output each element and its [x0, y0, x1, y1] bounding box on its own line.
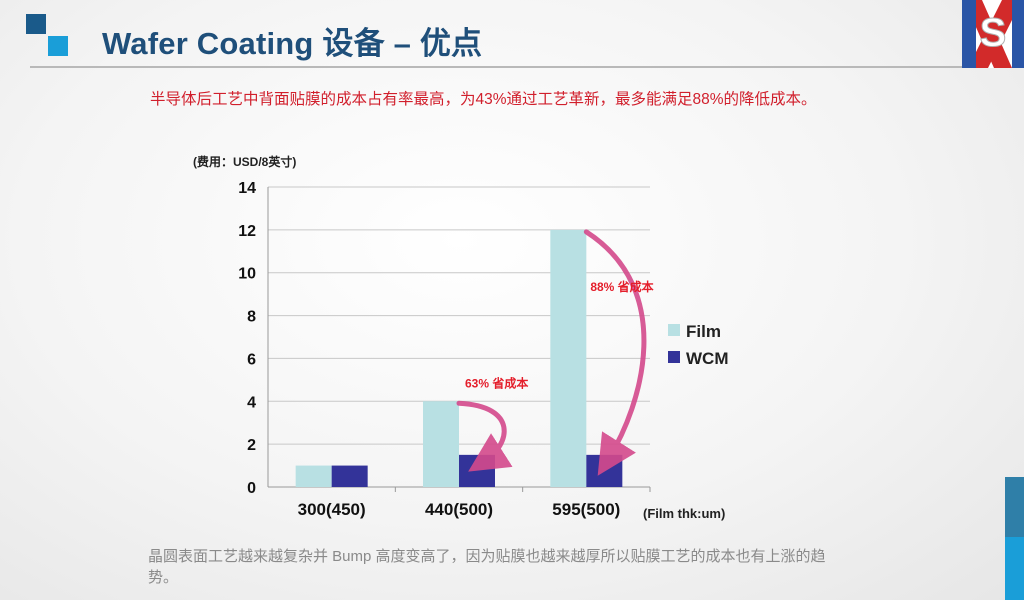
logo-square-light [48, 36, 68, 56]
savings-annotation-2: 88% 省成本 [590, 279, 653, 294]
svg-text:S: S [980, 11, 1007, 55]
y-tick-label: 0 [247, 480, 256, 497]
y-tick-label: 8 [247, 309, 256, 326]
savings-arrow-2 [583, 229, 647, 476]
corner-logo-squares [26, 14, 70, 58]
y-tick-label: 10 [238, 266, 256, 283]
bar-wcm-1 [331, 465, 368, 487]
brand-logo-icon: S [962, 0, 1024, 68]
legend-label-film: Film [686, 322, 721, 341]
x-axis-label: (Film thk:um) [643, 506, 725, 521]
y-tick-label: 2 [247, 437, 256, 454]
x-tick-label: 440(500) [425, 500, 493, 519]
footer-note: 晶圆表面工艺越来越复杂并 Bump 高度变高了，因为贴膜也越来越厚所以贴膜工艺的… [148, 548, 826, 586]
y-tick-label: 4 [247, 394, 256, 411]
intro-text: 半导体后工艺中背面贴膜的成本占有率最高，为43%通过工艺革新，最多能满足88%的… [150, 91, 817, 108]
bar-wcm-3 [586, 454, 623, 487]
y-tick-label: 12 [238, 223, 256, 240]
y-tick-label: 6 [247, 351, 256, 368]
bar-film-1 [295, 465, 332, 487]
side-accent-bar-dark [1005, 477, 1024, 537]
x-tick-label: 300(450) [298, 500, 366, 519]
bar-film-2 [423, 401, 459, 487]
side-accent-bar-light [1005, 537, 1024, 600]
x-tick-label: 595(500) [552, 500, 620, 519]
title-divider [30, 66, 992, 68]
legend-label-wcm: WCM [686, 349, 728, 368]
savings-annotation-1: 63% 省成本 [465, 375, 528, 390]
slide-title: Wafer Coating 设备 – 优点 [102, 26, 483, 61]
legend-swatch-film [668, 324, 680, 336]
legend-swatch-wcm [668, 351, 680, 363]
y-axis-label: (费用：USD/8英寸) [193, 154, 296, 169]
savings-arrow-1 [456, 400, 513, 472]
bar-film-3 [550, 229, 587, 487]
y-tick-label: 14 [238, 180, 256, 197]
logo-square-dark [26, 14, 46, 34]
